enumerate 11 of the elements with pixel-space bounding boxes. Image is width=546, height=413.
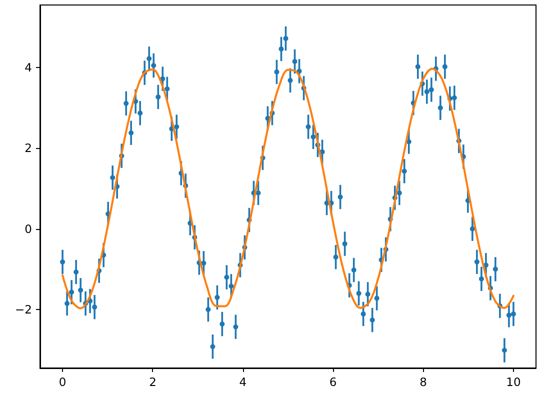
y-tick-label: −2 <box>15 302 32 317</box>
y-tick-label: 2 <box>24 141 32 156</box>
x-tick-label: 6 <box>329 375 337 389</box>
y-tick-label: 4 <box>24 60 32 75</box>
x-tick-label: 8 <box>420 375 427 389</box>
x-tick-label: 0 <box>58 375 66 389</box>
x-tick-label: 2 <box>149 375 156 389</box>
x-tick-label: 4 <box>239 375 247 389</box>
y-tick-label: 0 <box>24 222 32 236</box>
x-tick-label: 10 <box>506 375 521 389</box>
line-series <box>62 68 514 310</box>
